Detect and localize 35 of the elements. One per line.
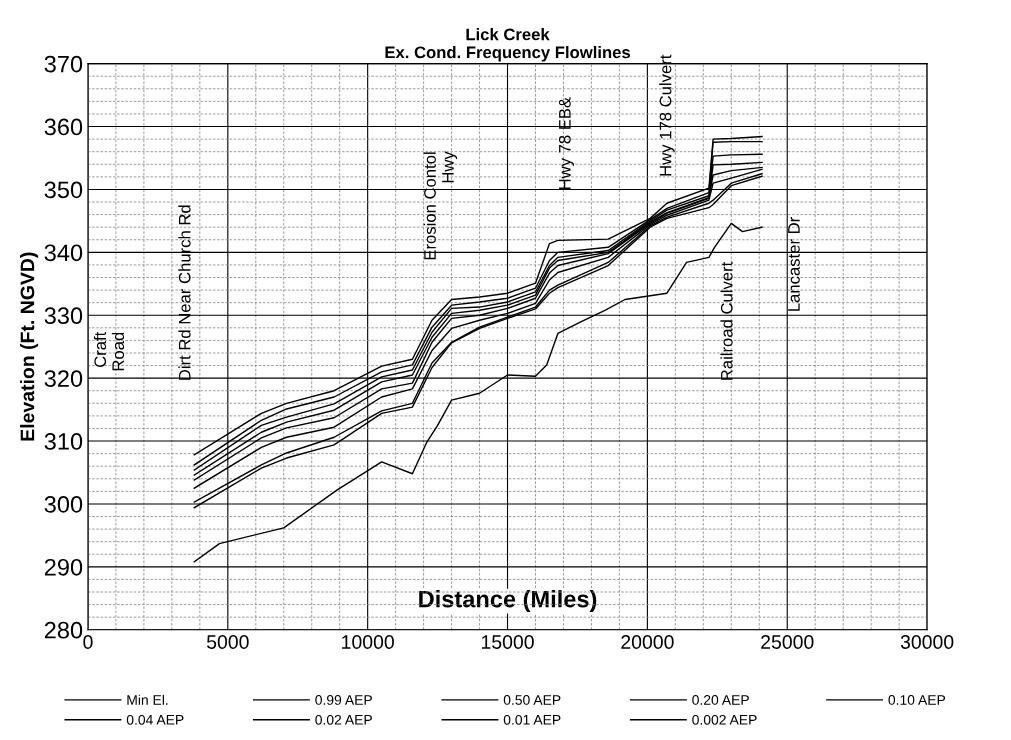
annotation: Dirt Rd Near Church Rd: [178, 205, 191, 380]
legend-label: 0.50 AEP: [503, 695, 561, 705]
legend-label: Min El.: [127, 694, 168, 705]
chart-title: Lick Creek Ex. Cond. Frequency Flowlines: [385, 28, 631, 62]
legend-label: 0.002 AEP: [692, 714, 757, 725]
x-tick-label: 15000: [481, 635, 534, 649]
x-tick-label: 0: [83, 635, 93, 649]
legend-label: 0.99 AEP: [315, 695, 372, 705]
annotation: Hwy 78 EB&: [558, 97, 575, 190]
x-tick-label: 20000: [621, 635, 674, 649]
annotation: Erosion Contol Hwy: [423, 151, 458, 260]
y-tick-label: 370: [44, 55, 83, 73]
legend-label: 0.10 AEP: [888, 695, 946, 705]
y-tick-label: 360: [44, 118, 83, 136]
y-tick-label: 350: [44, 181, 83, 199]
legend-label: 0.02 AEP: [315, 714, 372, 725]
x-tick-label: 25000: [761, 635, 814, 649]
annotation: Craft Road: [93, 331, 125, 371]
annotation: Lancaster Dr: [788, 217, 800, 311]
legend-label: 0.04 AEP: [126, 714, 184, 725]
x-tick-label: 30000: [900, 635, 954, 649]
y-tick-label: 290: [44, 558, 83, 576]
legend-label: 0.01 AEP: [503, 714, 561, 725]
legend-label: 0.20 AEP: [692, 695, 749, 705]
y-tick-label: 330: [44, 307, 83, 325]
x-tick-label: 5000: [206, 635, 249, 649]
y-tick-label: 320: [44, 370, 83, 387]
x-tick-label: 10000: [342, 635, 394, 649]
y-tick-label: 310: [44, 433, 83, 450]
y-tick-label: 300: [44, 496, 83, 513]
x-axis-title: Distance (Miles): [419, 590, 597, 613]
annotation: Railroad Culvert: [720, 261, 733, 380]
y-axis-title: Elevation (Ft. NGVD): [20, 252, 39, 441]
y-tick-label: 340: [44, 244, 83, 262]
y-tick-label: 280: [44, 621, 83, 639]
